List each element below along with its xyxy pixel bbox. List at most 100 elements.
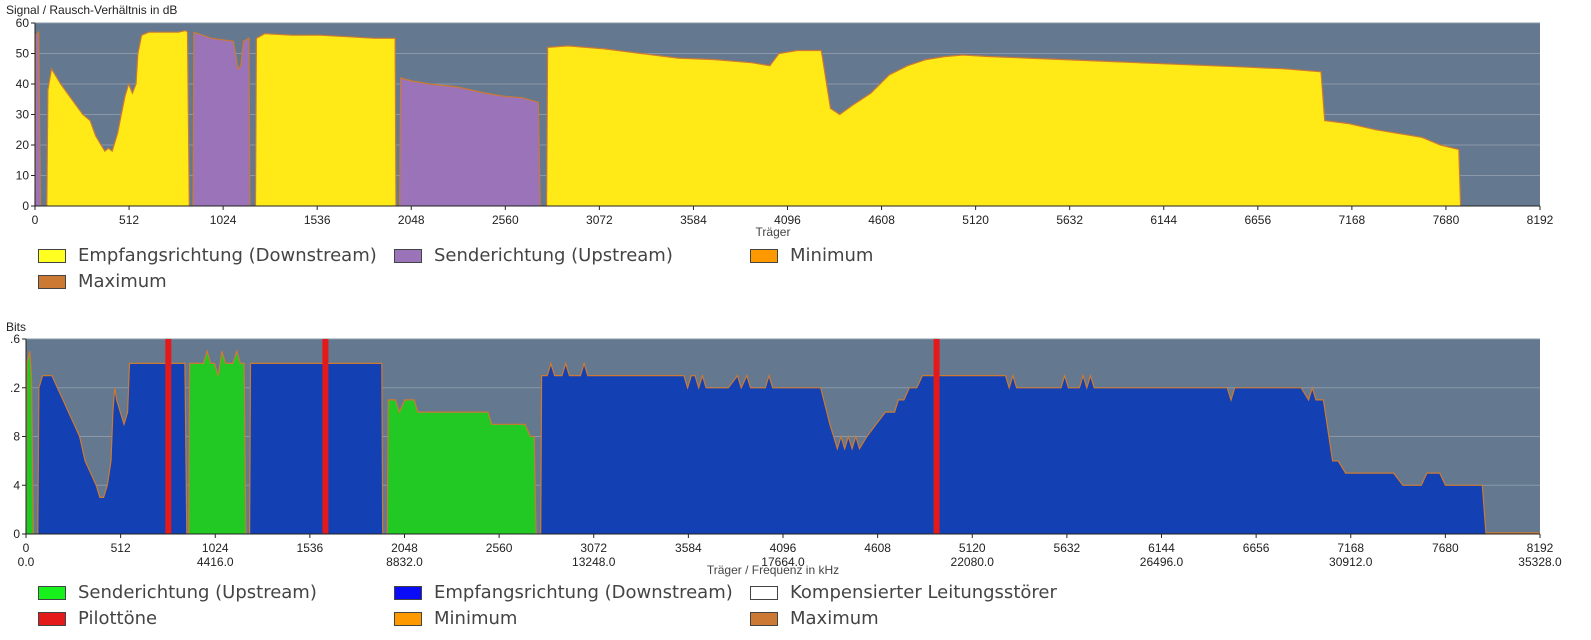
x-tick-label: 1536 <box>304 213 331 227</box>
snr-y-axis: 0 10 20 30 40 50 60 <box>16 16 35 213</box>
legend-swatch-maximum <box>38 274 66 289</box>
x-tick-label: 3072 <box>586 213 613 227</box>
maximum-line <box>249 362 384 535</box>
legend-item-maximum-bits[interactable]: Maximum <box>750 608 879 629</box>
x-tick-label: 7168 <box>1337 541 1364 555</box>
legend-item-maximum[interactable]: Maximum <box>38 271 167 292</box>
frequency-tick-label: 30912.0 <box>1329 555 1373 569</box>
maximum-line <box>254 33 397 207</box>
x-tick-label: 5632 <box>1054 541 1081 555</box>
legend-swatch-compensated <box>750 585 778 600</box>
bits-areas <box>25 349 1540 535</box>
snr-area <box>546 45 1461 207</box>
x-tick-label: 7680 <box>1433 213 1460 227</box>
legend-item-compensated[interactable]: Kompensierter Leitungsstörer <box>750 582 1057 603</box>
legend-label: Kompensierter Leitungsstörer <box>790 582 1057 603</box>
legend-label: Maximum <box>78 271 167 292</box>
legend-item-downstream-snr[interactable]: Empfangsrichtung (Downstream) <box>38 245 377 266</box>
maximum-line <box>25 351 34 535</box>
legend-label: Minimum <box>434 608 518 629</box>
bits-chart-title: Bits <box>6 320 26 334</box>
x-tick-label: 5632 <box>1056 213 1083 227</box>
x-tick-label: 512 <box>119 213 139 227</box>
pilot-tones <box>165 339 940 534</box>
legend-swatch-upstream <box>394 248 422 263</box>
legend-item-pilot[interactable]: Pilottöne <box>38 608 157 629</box>
frequency-tick-label: 26496.0 <box>1140 555 1184 569</box>
maximum-line <box>546 45 1462 207</box>
frequency-tick-label: 0.0 <box>18 555 35 569</box>
frequency-tick-label: 8832.0 <box>386 555 423 569</box>
x-tick-label: 6656 <box>1244 213 1271 227</box>
bits-area <box>387 399 537 534</box>
legend-swatch-maximum-bits <box>750 611 778 626</box>
legend-label: Empfangsrichtung (Downstream) <box>434 582 733 603</box>
legend-item-downstream-bits[interactable]: Empfangsrichtung (Downstream) <box>394 582 733 603</box>
bits-y-axis: 0 4 8 .2 .6 <box>10 332 26 541</box>
legend-label: Senderichtung (Upstream) <box>434 245 673 266</box>
x-tick-label: 4608 <box>868 213 895 227</box>
bits-area <box>188 351 246 534</box>
pilot-tone-bar <box>322 339 329 534</box>
bits-area <box>540 363 1487 534</box>
x-tick-label: 3072 <box>580 541 607 555</box>
frequency-tick-label: 17664.0 <box>761 555 805 569</box>
legend-swatch-upstream-bits <box>38 585 66 600</box>
snr-chart: Signal / Rausch-Verhältnis in dB 0 10 20 30… <box>6 3 1554 239</box>
legend-swatch-pilot <box>38 611 66 626</box>
x-tick-label: 4096 <box>770 541 797 555</box>
snr-legend: Empfangsrichtung (Downstream) Sendericht… <box>0 242 1591 294</box>
legend-swatch-minimum-bits <box>394 611 422 626</box>
bits-legend: Senderichtung (Upstream) Empfangsrichtun… <box>0 580 1591 636</box>
y-tick-label: 30 <box>16 108 30 122</box>
y-tick-label: 20 <box>16 138 30 152</box>
legend-item-minimum[interactable]: Minimum <box>750 245 873 266</box>
x-tick-label: 2048 <box>398 213 425 227</box>
y-tick-label: 0 <box>13 527 20 541</box>
x-tick-label: 8192 <box>1527 541 1554 555</box>
pilot-tone-bar <box>165 339 172 534</box>
x-tick-label: 0 <box>32 213 39 227</box>
x-tick-label: 4608 <box>864 541 891 555</box>
snr-area <box>399 77 541 207</box>
legend-label: Senderichtung (Upstream) <box>78 582 317 603</box>
maximum-line <box>192 31 251 207</box>
x-tick-label: 2560 <box>486 541 513 555</box>
snr-areas <box>34 29 1462 207</box>
y-tick-label: .2 <box>10 381 20 395</box>
legend-swatch-downstream-bits <box>394 585 422 600</box>
legend-label: Minimum <box>790 245 874 266</box>
bits-area <box>249 363 383 534</box>
frequency-tick-label: 4416.0 <box>197 555 234 569</box>
x-tick-label: 7680 <box>1432 541 1459 555</box>
x-tick-label: 1024 <box>202 541 229 555</box>
snr-area <box>46 30 190 206</box>
snr-area <box>192 32 250 207</box>
maximum-line <box>399 77 541 207</box>
snr-chart-title: Signal / Rausch-Verhältnis in dB <box>6 3 177 17</box>
x-tick-label: 7168 <box>1339 213 1366 227</box>
y-tick-label: 8 <box>13 430 20 444</box>
legend-item-upstream-bits[interactable]: Senderichtung (Upstream) <box>38 582 317 603</box>
x-tick-label: 5120 <box>962 213 989 227</box>
x-tick-label: 512 <box>111 541 131 555</box>
bits-chart: Bits 0 4 8 .2 .6 0 512 1024 1536 2048 2560 3072 358… <box>6 320 1562 577</box>
legend-swatch-downstream <box>38 248 66 263</box>
y-tick-label: 0 <box>22 199 29 213</box>
x-tick-label: 4096 <box>774 213 801 227</box>
bits-x-axis: 0 512 1024 1536 2048 2560 3072 3584 4096 4608 5120… <box>23 534 1554 555</box>
y-tick-label: .6 <box>10 332 20 346</box>
snr-area <box>255 33 397 207</box>
x-tick-label: 6144 <box>1148 541 1175 555</box>
maximum-line <box>46 29 190 207</box>
legend-item-minimum-bits[interactable]: Minimum <box>394 608 517 629</box>
bits-x-axis-label: Träger / Frequenz in kHz <box>707 563 839 577</box>
bits-area <box>37 363 187 534</box>
maximum-line <box>37 362 188 535</box>
snr-x-axis: 0 512 1024 1536 2048 2560 3072 3584 4096 4608 5120… <box>32 206 1554 227</box>
x-tick-label: 0 <box>23 541 30 555</box>
legend-item-upstream-snr[interactable]: Senderichtung (Upstream) <box>394 245 673 266</box>
maximum-line <box>386 399 537 535</box>
x-tick-label: 8192 <box>1527 213 1554 227</box>
x-tick-label: 6656 <box>1243 541 1270 555</box>
